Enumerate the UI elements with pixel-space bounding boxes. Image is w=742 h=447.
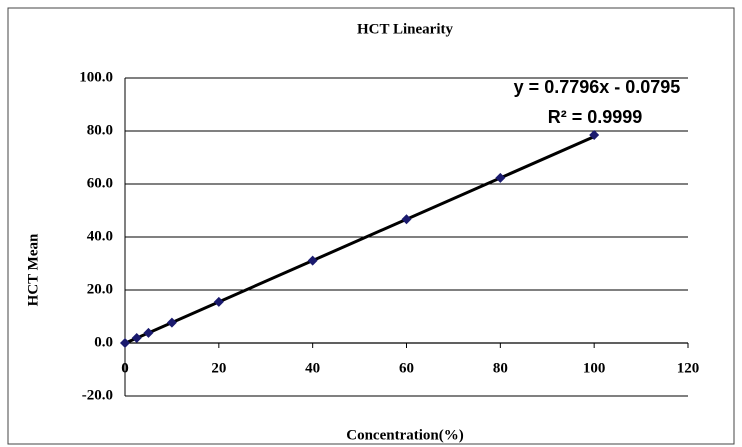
x-tick-label: 20: [211, 360, 226, 376]
chart-frame: [7, 7, 735, 445]
data-point: [495, 172, 506, 183]
x-tick-label: 60: [399, 360, 414, 376]
data-point: [143, 327, 154, 338]
x-axis-label: Concentration(%): [346, 427, 463, 443]
y-tick-label: 0.0: [94, 334, 113, 350]
y-tick-label: 20.0: [87, 281, 113, 297]
data-point: [213, 296, 224, 307]
y-axis-label: HCT Mean: [25, 233, 41, 306]
r-squared: R² = 0.9999: [548, 107, 643, 127]
trendline-equation: y = 0.7796x - 0.0795: [514, 77, 681, 97]
data-point: [589, 129, 600, 140]
y-tick-label: 80.0: [87, 122, 113, 138]
x-tick-label: 100: [583, 360, 606, 376]
y-tick-label: 100.0: [79, 69, 113, 85]
x-tick-label: 120: [677, 360, 700, 376]
y-tick-label: 60.0: [87, 175, 113, 191]
data-point: [131, 332, 142, 343]
x-tick-label: 80: [493, 360, 508, 376]
data-point: [120, 338, 130, 348]
y-tick-label: -20.0: [82, 387, 113, 403]
chart-title: HCT Linearity: [357, 21, 453, 37]
x-tick-label: 40: [305, 360, 320, 376]
data-point: [401, 214, 412, 225]
y-tick-label: 40.0: [87, 228, 113, 244]
x-tick-label: 0: [121, 360, 129, 376]
data-point: [166, 317, 177, 328]
trendline: [124, 135, 595, 345]
data-point: [307, 255, 318, 266]
